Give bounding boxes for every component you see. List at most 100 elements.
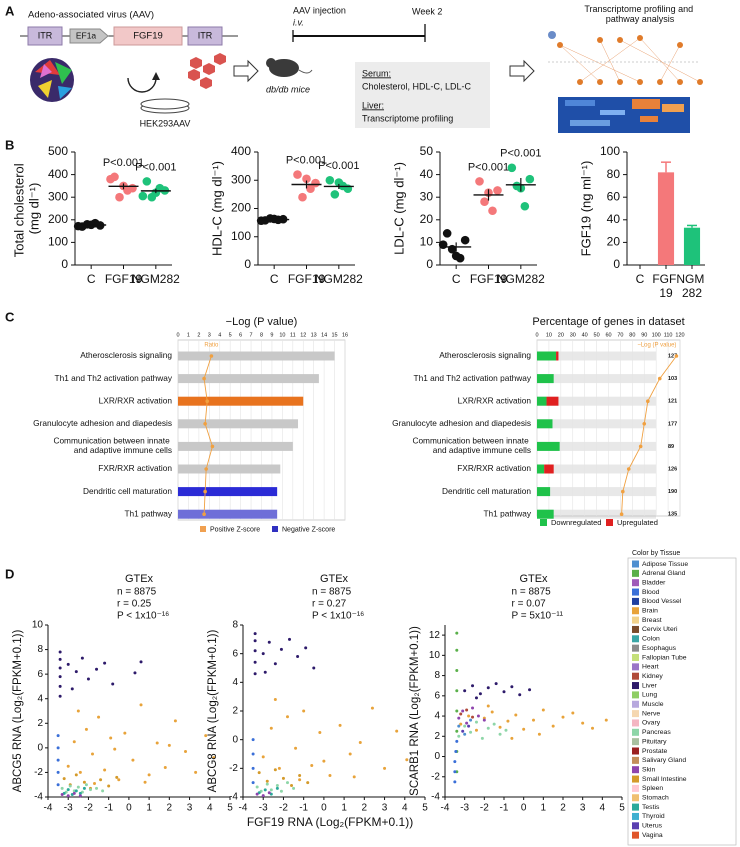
legend-swatch xyxy=(540,519,547,526)
x-tick-label: 1 xyxy=(146,803,152,814)
stat-label: P = 5x10⁻¹¹ xyxy=(512,611,564,622)
scatter-point xyxy=(111,682,115,686)
x-tick-label: 3 xyxy=(580,803,586,814)
legend-swatch xyxy=(632,794,639,802)
y-tick-label: 60 xyxy=(607,189,621,203)
bar-segment xyxy=(537,351,557,361)
y-tick-label: 8 xyxy=(37,644,43,655)
scatter-point xyxy=(463,732,467,736)
virus xyxy=(188,69,200,81)
scatter-point xyxy=(471,706,475,710)
data-point xyxy=(480,197,489,207)
scatter-point xyxy=(461,729,465,733)
data-point xyxy=(311,178,320,188)
data-point xyxy=(106,174,115,184)
scatter-point xyxy=(302,709,306,713)
capsid-part xyxy=(40,64,52,78)
x-tick-label: 4 xyxy=(402,803,408,814)
chart-title: GTEx xyxy=(320,573,349,585)
scatter-point xyxy=(514,713,518,717)
y-tick-label: 8 xyxy=(232,620,238,631)
y-tick-label: 4 xyxy=(434,711,440,722)
bar xyxy=(178,351,335,361)
construct-title: Adeno-associated virus (AAV) xyxy=(28,10,154,21)
scatter-point xyxy=(459,722,463,726)
y-tick-label: -4 xyxy=(431,792,440,803)
legend-swatch xyxy=(632,635,639,643)
serum-text: Cholesterol, HDL-C, LDL-C xyxy=(362,81,472,91)
virus xyxy=(214,53,226,65)
scatter-point xyxy=(253,660,257,664)
scatter-point xyxy=(143,780,147,784)
analysis-label: Transcriptome profiling and pathway anal… xyxy=(584,4,695,24)
y-tick-label: 0 xyxy=(37,742,43,753)
scatter-point xyxy=(107,784,111,788)
legend-label: Fallopian Tube xyxy=(642,654,687,661)
scatter-point xyxy=(253,632,257,636)
scatter-point xyxy=(58,657,62,661)
x-tick-label: 5 xyxy=(227,803,233,814)
legend-swatch xyxy=(632,691,639,699)
scatter-point xyxy=(469,718,473,722)
scatter-point xyxy=(383,766,387,770)
x-tick-label: C xyxy=(636,272,645,286)
bar xyxy=(178,419,299,429)
x-tick-label: FGF19 xyxy=(288,272,326,286)
category-label: Communication between innate and adaptiv… xyxy=(412,436,531,456)
scatter-point xyxy=(455,689,459,693)
scatter-point xyxy=(117,778,121,782)
element-label: ITR xyxy=(198,30,213,40)
legend-label: Nerve xyxy=(642,710,660,717)
scatter-point xyxy=(251,752,255,756)
stat-label: r = 0.25 xyxy=(117,599,152,610)
scatter-point xyxy=(253,672,257,676)
scatter-point xyxy=(155,741,159,745)
y-tick-label: 4 xyxy=(232,677,238,688)
scatter-point xyxy=(76,709,80,713)
y-tick-label: 500 xyxy=(48,144,68,158)
scatter-point xyxy=(58,694,62,698)
x-tick-label: 8 xyxy=(260,332,263,338)
stat-label: r = 0.07 xyxy=(512,599,547,610)
line-point xyxy=(210,444,215,449)
x-tick-label: 60 xyxy=(605,332,611,338)
capsid-part xyxy=(55,62,72,84)
itr-box xyxy=(27,26,63,46)
scatter-point xyxy=(269,788,273,792)
bar xyxy=(683,227,701,265)
bar-segment xyxy=(537,374,554,384)
scatter-point xyxy=(455,669,459,673)
x-tick-label: 2 xyxy=(167,803,173,814)
data-point xyxy=(493,186,502,195)
route-label: i.v. xyxy=(293,17,304,27)
scatter-point xyxy=(275,786,279,790)
bar-segment xyxy=(537,441,560,451)
panel-label: C xyxy=(5,309,15,324)
scatter-point xyxy=(194,770,198,774)
bar-segment xyxy=(537,487,551,497)
edge xyxy=(559,44,641,83)
legend-swatch xyxy=(632,822,639,830)
scatter-point xyxy=(294,746,298,750)
scatter-point xyxy=(465,708,469,712)
scatter-point xyxy=(70,687,74,691)
x-tick-label: -2 xyxy=(279,803,288,814)
scatter-point xyxy=(474,728,478,732)
scatter-point xyxy=(532,718,535,722)
scatter-point xyxy=(78,791,82,795)
legend-swatch xyxy=(632,803,639,811)
bar-segment xyxy=(556,351,559,361)
legend-swatch xyxy=(632,719,639,727)
y-tick-label: -4 xyxy=(34,792,43,803)
serum-heading: Serum: xyxy=(362,68,391,78)
node xyxy=(657,79,663,85)
scatter-point xyxy=(467,714,471,718)
x-tick-label: C xyxy=(87,272,96,286)
scatter-point xyxy=(474,696,478,700)
scatter-point xyxy=(457,724,461,728)
node xyxy=(637,79,643,85)
scatter-point xyxy=(133,671,137,675)
x-tick-label: C xyxy=(452,272,461,286)
scatter-point xyxy=(78,794,82,798)
line-series xyxy=(203,355,213,515)
